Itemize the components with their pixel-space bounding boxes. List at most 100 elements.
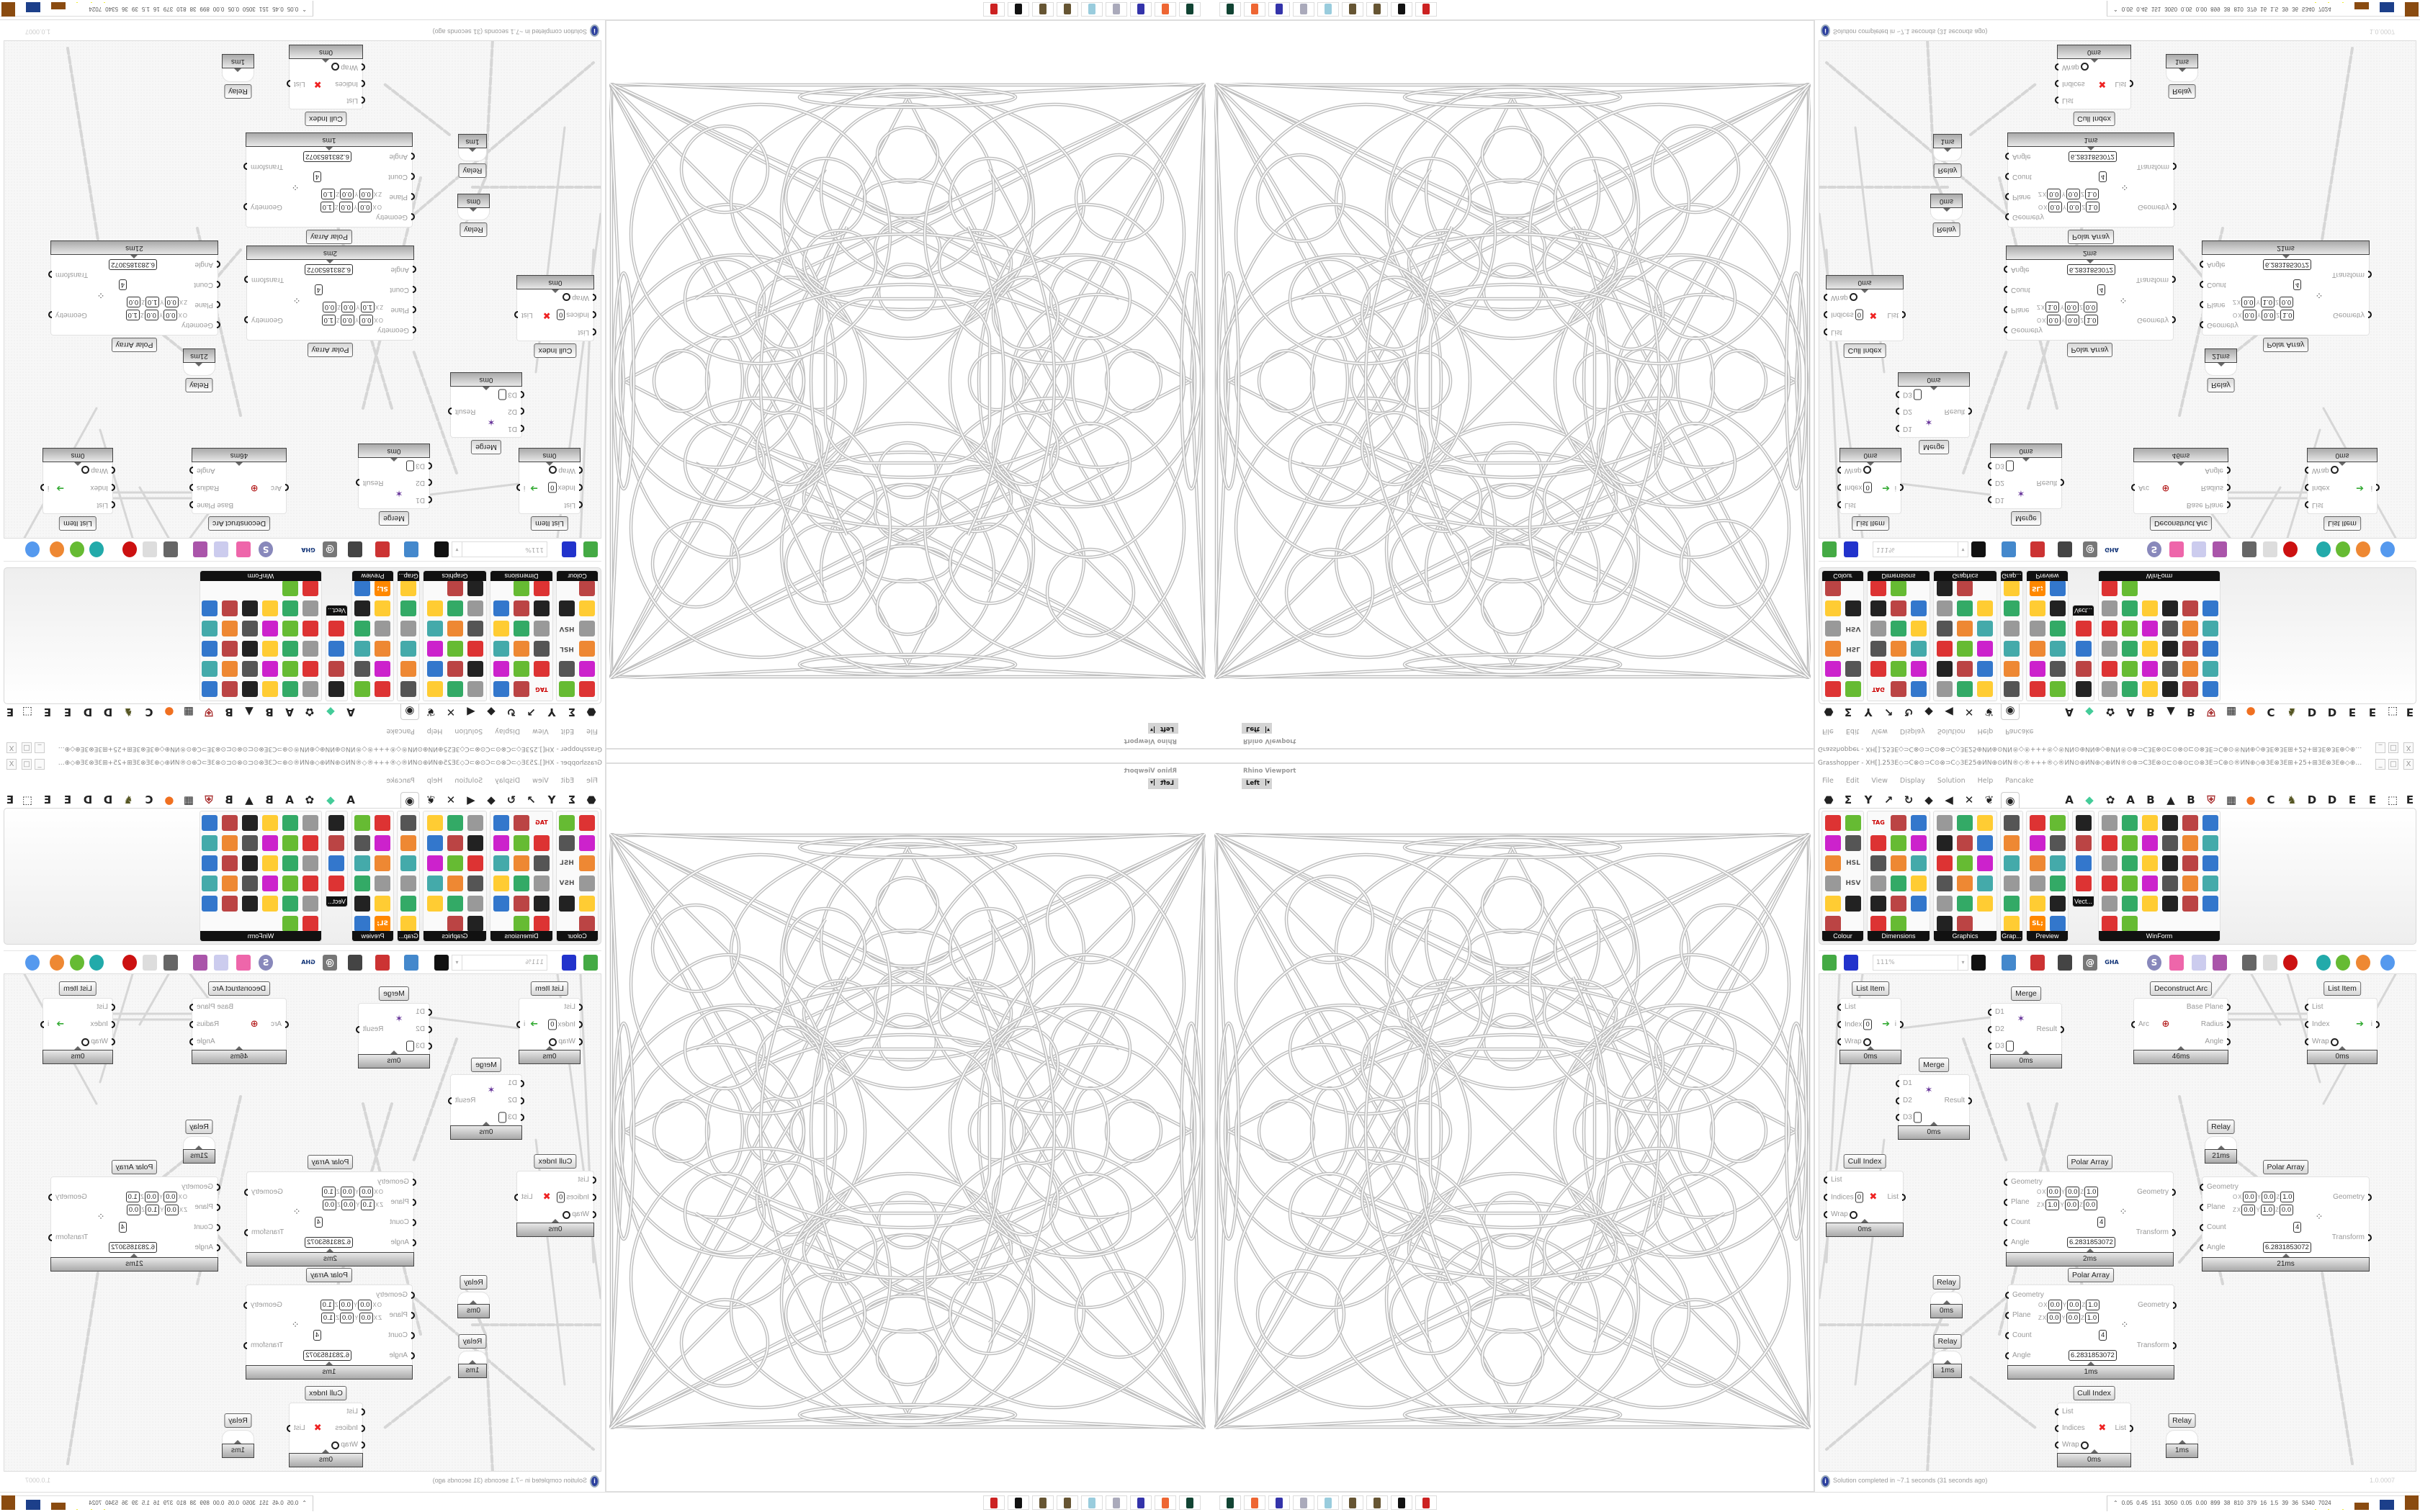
component-icon[interactable]	[493, 661, 509, 677]
value-field[interactable]	[406, 460, 415, 472]
plane-value[interactable]: 0.0	[2047, 1313, 2061, 1323]
component-icon[interactable]	[1911, 681, 1927, 697]
input-port[interactable]	[1837, 467, 1841, 474]
plane-value[interactable]: 0.0	[2047, 189, 2061, 199]
node-label[interactable]: Cull Index	[305, 1386, 347, 1400]
component-icon[interactable]	[427, 661, 443, 677]
vector-icon[interactable]: ↗	[1883, 793, 1894, 806]
component-icon[interactable]	[262, 876, 278, 891]
ribbon-group-label[interactable]: Colour	[1822, 571, 1863, 581]
component-icon[interactable]	[493, 815, 509, 831]
input-port[interactable]	[2004, 1199, 2007, 1206]
component-icon[interactable]	[2030, 815, 2045, 831]
output-port[interactable]	[189, 484, 193, 491]
component-icon[interactable]	[375, 876, 390, 891]
node-label[interactable]: Polar Array	[307, 1155, 354, 1169]
chevron-down-icon[interactable]: ▾	[1265, 726, 1270, 733]
menu-solution[interactable]: Solution	[454, 777, 483, 785]
input-port[interactable]	[1988, 1008, 1991, 1016]
component-icon[interactable]	[2004, 580, 2020, 596]
component-icon[interactable]	[2050, 661, 2066, 677]
component-icon[interactable]	[354, 580, 370, 596]
component-icon[interactable]	[375, 661, 390, 677]
component-icon[interactable]	[2102, 835, 2118, 851]
sets-icon[interactable]: Y	[1864, 793, 1873, 806]
component-icon[interactable]	[354, 661, 370, 677]
component-icon[interactable]	[1891, 815, 1906, 831]
new-file-icon[interactable]	[1822, 955, 1837, 971]
taskbar-gear-bronze-icon[interactable]	[1342, 2, 1363, 17]
plane-value[interactable]: 1.0	[2280, 1192, 2295, 1202]
params-icon[interactable]: ⬣	[1824, 793, 1834, 806]
component-icon[interactable]	[2004, 916, 2020, 932]
ribbon-group-label[interactable]: Preview	[2027, 931, 2068, 941]
component-icon[interactable]	[262, 835, 278, 851]
component-icon[interactable]	[2050, 681, 2066, 697]
menu-display[interactable]: Display	[1899, 727, 1925, 735]
component-icon[interactable]	[534, 876, 550, 891]
value-field[interactable]: 4	[2097, 1217, 2106, 1228]
ribbon-group-label[interactable]: Vect...	[326, 896, 347, 906]
wire[interactable]	[1825, 1290, 2015, 1451]
a-tab[interactable]: A	[346, 706, 355, 719]
component-icon[interactable]	[1845, 815, 1861, 831]
component-icon[interactable]	[2050, 855, 2066, 871]
teal-shape-icon[interactable]	[2316, 955, 2331, 971]
plane-value[interactable]: 0.0	[2083, 1200, 2098, 1210]
component-icon[interactable]	[2076, 835, 2092, 851]
taskbar-firefox-icon[interactable]	[1155, 1495, 1176, 1510]
component-icon[interactable]	[1977, 835, 1993, 851]
e-tab[interactable]: E	[43, 793, 52, 806]
wire[interactable]	[1926, 40, 1936, 179]
component-icon[interactable]	[2102, 580, 2118, 596]
component-icon[interactable]	[2050, 876, 2066, 891]
dotted-square-icon[interactable]: ⬚	[22, 706, 33, 719]
component-icon[interactable]	[467, 815, 483, 831]
component-icon[interactable]	[2122, 876, 2138, 891]
node-label[interactable]: Merge	[2011, 511, 2041, 526]
component-icon[interactable]	[202, 621, 218, 636]
green-shape-icon[interactable]	[2336, 955, 2350, 971]
component-icon[interactable]	[579, 600, 595, 616]
hsl-icon[interactable]: HSL	[1846, 860, 1860, 867]
sets-icon[interactable]: Y	[1864, 706, 1873, 719]
plane-value[interactable]: 1.0	[2084, 315, 2099, 325]
leaf-icon[interactable]: ◆	[326, 793, 335, 806]
tag-icon[interactable]: TAG	[1872, 819, 1885, 826]
wire[interactable]	[412, 349, 458, 474]
node-label[interactable]: Relay	[2207, 1120, 2235, 1134]
wire[interactable]	[138, 486, 170, 538]
value-field[interactable]: 4	[313, 171, 321, 182]
value-field[interactable]: 4	[2293, 279, 2302, 290]
node-label[interactable]: Merge	[471, 440, 501, 454]
component-icon[interactable]	[202, 641, 218, 657]
node-polar-array[interactable]: Geometry Plane O X 0.0 Y 0.0 Z 1.0 Z X 0.0 Y 1.0 Z 0.0 C…	[2200, 1176, 2372, 1272]
node-polar-array[interactable]: Geometry Plane O X 0.0 Y 0.0 Z 1.0 Z X 0.0 Y 1.0 Z 0.0 C…	[2200, 240, 2372, 336]
transform-icon[interactable]: ❦	[426, 793, 436, 806]
component-icon[interactable]	[579, 835, 595, 851]
input-port[interactable]	[2131, 1021, 2135, 1028]
output-port[interactable]	[448, 1097, 452, 1104]
cable-icon[interactable]	[348, 955, 362, 971]
input-port[interactable]	[2004, 326, 2007, 333]
wire[interactable]	[2250, 486, 2282, 538]
component-icon[interactable]	[242, 835, 258, 851]
component-icon[interactable]	[222, 600, 238, 616]
node-label[interactable]: Relay	[2207, 378, 2235, 392]
component-icon[interactable]	[447, 621, 463, 636]
zoom-extents-icon[interactable]	[434, 955, 449, 971]
viewport-geometry[interactable]	[609, 833, 1206, 1429]
component-icon[interactable]	[2202, 896, 2218, 912]
component-icon[interactable]	[328, 835, 344, 851]
input-port[interactable]	[1988, 496, 1991, 504]
component-icon[interactable]	[534, 896, 550, 912]
curve-icon[interactable]: ↻	[1904, 793, 1914, 806]
component-icon[interactable]	[467, 916, 483, 932]
component-icon[interactable]	[1937, 896, 1953, 912]
plane-value[interactable]: 1.0	[125, 310, 140, 320]
taskbar-gear-bronze-icon[interactable]	[1366, 1495, 1388, 1510]
node-label[interactable]: Merge	[1919, 1058, 1949, 1072]
component-icon[interactable]	[514, 855, 529, 871]
component-icon[interactable]	[1870, 876, 1886, 891]
sketch-brush-icon[interactable]	[375, 955, 390, 971]
